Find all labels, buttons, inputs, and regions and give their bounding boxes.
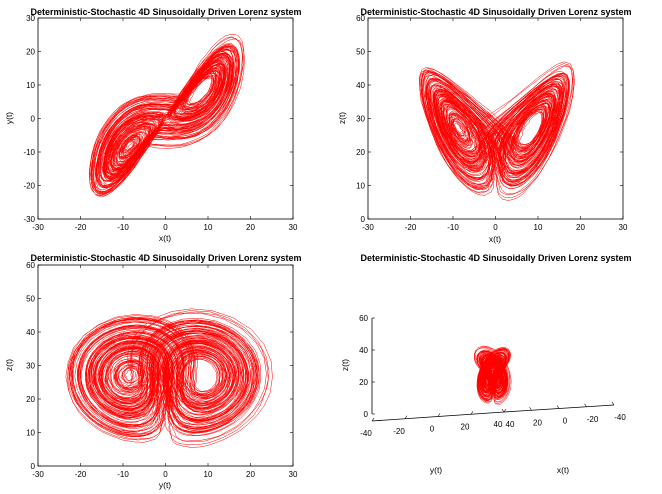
panel-3d-ylabel: y(t)	[430, 465, 442, 475]
x-tick-label: -10	[117, 470, 129, 479]
panel-yz: Deterministic-Stochastic 4D Sinusoidally…	[4, 253, 302, 490]
x-tick-label: 0	[163, 470, 168, 479]
z-tick-label: 20	[359, 378, 368, 387]
panel-3d-ticks: 40 20 0 -20 -40 -40 -20 0 20 40 0 20 40 60	[359, 314, 626, 438]
x-tick-label: -30	[32, 223, 44, 232]
y-tick-label: 10	[356, 182, 365, 191]
y-tick-label: 40	[494, 420, 503, 429]
x-tick-label: 0	[163, 223, 168, 232]
panel-xz-xlabel: x(t)	[489, 234, 501, 244]
y-tick-mark	[404, 415, 408, 419]
y-tick-label: -10	[23, 148, 35, 157]
x-tick-mark	[584, 403, 587, 407]
z-tick-label: 0	[364, 410, 369, 419]
x-tick-mark	[556, 405, 560, 409]
x-tick-label: 10	[534, 223, 543, 232]
y-tick-label: 40	[26, 328, 35, 337]
y-tick-label: 50	[26, 295, 35, 304]
x-tick-label: -20	[405, 223, 417, 232]
x-tick-mark	[501, 408, 505, 413]
panel-yz-trajectory	[65, 308, 273, 448]
y-tick-label: -20	[23, 182, 35, 191]
panel-xz-trajectory	[418, 61, 575, 201]
y-tick-label: 60	[26, 261, 35, 270]
x-tick-label: 30	[619, 223, 628, 232]
y-tick-label: 0	[31, 115, 36, 124]
panel-3d-xlabel: x(t)	[557, 465, 569, 475]
z-tick-label: 60	[359, 314, 368, 323]
panel-xy-ylabel: y(t)	[4, 112, 14, 124]
panel-xz-title: Deterministic-Stochastic 4D Sinusoidally…	[360, 7, 631, 17]
panel-yz-xlabel: y(t)	[159, 480, 171, 490]
trajectory-line	[473, 345, 512, 405]
trajectory-line	[418, 61, 575, 201]
x-tick-label: 0	[493, 223, 498, 232]
panel-yz-ticks: -30 -20 -10 0 10 20 30 0 10 20 30 40 50 60	[26, 261, 298, 479]
y-tick-label: 0	[31, 462, 36, 471]
x-tick-label: 20	[576, 223, 585, 232]
y-tick-label: 60	[356, 14, 365, 23]
y-tick-label: 10	[26, 81, 35, 90]
x-tick-mark	[529, 407, 532, 411]
panel-xz-ylabel: z(t)	[337, 112, 347, 124]
x-tick-label: 10	[204, 470, 213, 479]
y-tick-label: -20	[393, 427, 405, 436]
y-tick-label: 30	[356, 115, 365, 124]
panel-3d-title: Deterministic-Stochastic 4D Sinusoidally…	[360, 253, 631, 263]
x-tick-label: -10	[117, 223, 129, 232]
x-tick-label: 0	[563, 417, 568, 426]
panel-xz: Deterministic-Stochastic 4D Sinusoidally…	[337, 7, 632, 244]
panel-xy-xlabel: x(t)	[159, 233, 171, 243]
x-tick-label: 20	[533, 418, 542, 427]
panel-xy-title: Deterministic-Stochastic 4D Sinusoidally…	[30, 7, 301, 17]
y-tick-label: 20	[461, 422, 470, 431]
trajectory-line	[88, 33, 245, 198]
x-tick-label: 20	[246, 470, 255, 479]
y-tick-label: 50	[356, 48, 365, 57]
panel-xz-ticks: -30 -20 -10 0 10 20 30 0 10 20 30 40 50 60	[356, 14, 628, 232]
x-tick-label: -30	[32, 470, 44, 479]
y-tick-label: 40	[356, 81, 365, 90]
y-tick-label: -40	[360, 429, 372, 438]
y-tick-mark	[437, 413, 441, 417]
panel-3d-trajectory	[473, 345, 512, 405]
x-tick-mark	[611, 401, 615, 406]
x-tick-label: 10	[204, 223, 213, 232]
y-tick-label: 10	[26, 429, 35, 438]
x-tick-label: -10	[447, 223, 459, 232]
y-tick-label: -30	[23, 215, 35, 224]
y-tick-label: 0	[361, 215, 366, 224]
y-tick-mark	[503, 408, 507, 413]
y-tick-label: 20	[356, 148, 365, 157]
z-tick-label: 40	[359, 346, 368, 355]
x-tick-label: -40	[614, 413, 626, 422]
x-tick-label: 20	[246, 223, 255, 232]
x-tick-label: -20	[75, 470, 87, 479]
x-tick-label: 40	[506, 420, 515, 429]
panel-xy-ticks: -30 -20 -10 0 10 20 30 -30 -20 -10 0 10 20 30	[23, 14, 298, 232]
panel-3d: Deterministic-Stochastic 4D Sinusoidally…	[340, 253, 632, 475]
panel-yz-title: Deterministic-Stochastic 4D Sinusoidally…	[30, 253, 301, 263]
x-tick-label: 30	[289, 470, 298, 479]
y-tick-label: 20	[26, 395, 35, 404]
x-tick-label: -30	[362, 223, 374, 232]
panel-3d-zlabel: z(t)	[340, 359, 350, 371]
y-tick-label: 0	[430, 425, 435, 434]
y-tick-label: 20	[26, 48, 35, 57]
panel-yz-ylabel: z(t)	[4, 359, 14, 371]
x-tick-label: 30	[289, 223, 298, 232]
x-tick-label: -20	[587, 415, 599, 424]
panel-xy: Deterministic-Stochastic 4D Sinusoidally…	[4, 7, 302, 243]
y-tick-label: 30	[26, 362, 35, 371]
panel-xy-trajectory	[88, 33, 245, 198]
y-tick-mark	[371, 417, 375, 422]
x-tick-label: -20	[75, 223, 87, 232]
y-tick-label: 30	[26, 14, 35, 23]
y-tick-mark	[470, 411, 474, 415]
trajectory-line	[65, 308, 273, 448]
